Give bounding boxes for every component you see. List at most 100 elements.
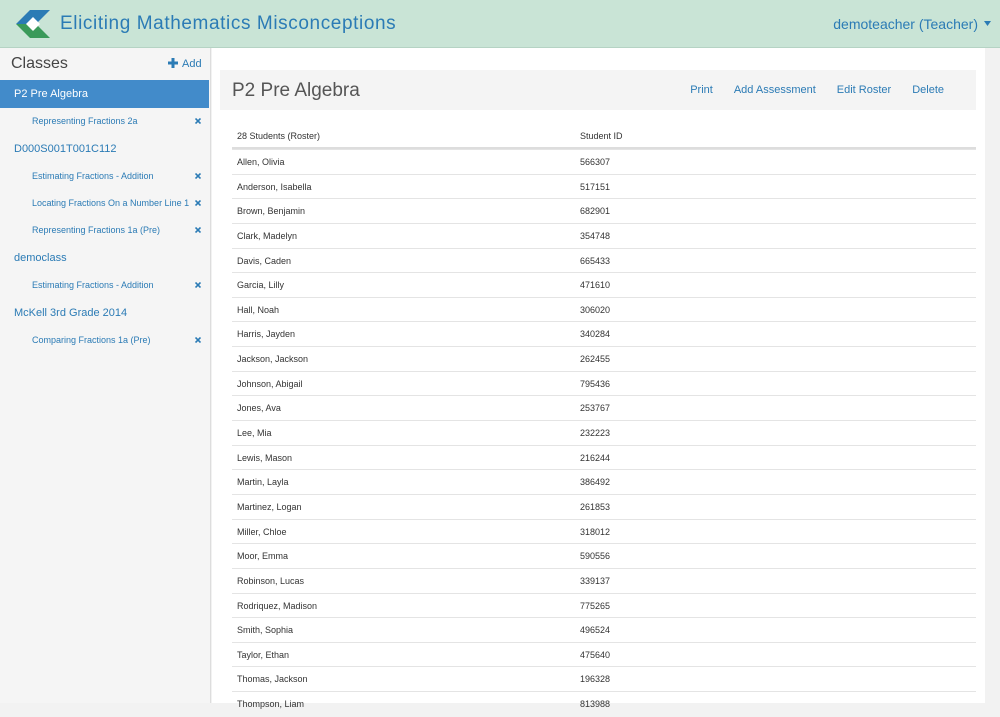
remove-icon[interactable] bbox=[195, 118, 201, 124]
student-id: 566307 bbox=[580, 157, 611, 167]
student-name: Thompson, Liam bbox=[237, 699, 305, 710]
table-row: Anderson, Isabella 517151 bbox=[232, 173, 976, 199]
table-row: Lee, Mia 232223 bbox=[232, 420, 976, 445]
student-id: 253767 bbox=[580, 403, 611, 414]
remove-icon[interactable] bbox=[195, 337, 201, 343]
student-id: 496524 bbox=[580, 625, 611, 636]
remove-icon[interactable] bbox=[195, 227, 201, 233]
student-id: 318012 bbox=[580, 526, 611, 537]
actions: Print Add Assessment Edit Roster Delete bbox=[669, 84, 944, 96]
class-item[interactable]: McKell 3rd Grade 2014 bbox=[14, 307, 128, 319]
student-name: Harris, Jayden bbox=[237, 329, 296, 340]
student-id: 775265 bbox=[580, 600, 611, 611]
student-id: 386492 bbox=[580, 477, 611, 488]
assessment-item[interactable]: Comparing Fractions 1a (Pre) bbox=[0, 327, 210, 354]
student-name: Jones, Ava bbox=[237, 403, 281, 414]
student-id: 196328 bbox=[580, 674, 611, 685]
table-row: Smith, Sophia 496524 bbox=[232, 617, 976, 642]
class-item[interactable]: democlass bbox=[14, 252, 67, 264]
assessment-item[interactable]: Locating Fractions On a Number Line 1 bbox=[0, 190, 210, 217]
student-id: 216244 bbox=[580, 452, 611, 463]
class-header: P2 Pre Algebra Print Add Assessment Edit R… bbox=[220, 70, 976, 110]
student-name: Moor, Emma bbox=[237, 551, 289, 562]
table-row: Rodriquez, Madison 775265 bbox=[232, 592, 976, 618]
sidebar: Classes Add P2 Pre Algebra Representing F… bbox=[0, 48, 211, 703]
table-row: Miller, Chloe 318012 bbox=[232, 518, 976, 544]
student-name: Miller, Chloe bbox=[237, 526, 287, 537]
table-row: Thompson, Liam 813988 bbox=[232, 691, 976, 716]
student-id: 682901 bbox=[580, 206, 611, 217]
table-row: Hall, Noah 306020 bbox=[232, 296, 976, 322]
student-id: 232223 bbox=[580, 428, 611, 439]
student-id: 475640 bbox=[580, 649, 611, 660]
assessment-item[interactable]: Estimating Fractions - Addition bbox=[0, 272, 210, 299]
student-name: Garcia, Lilly bbox=[237, 280, 285, 291]
class-list: P2 Pre Algebra Representing Fractions 2a D… bbox=[0, 80, 210, 354]
table-row: Robinson, Lucas 339137 bbox=[232, 567, 976, 593]
action-link[interactable]: Add Assessment bbox=[733, 84, 816, 96]
student-name: Lee, Mia bbox=[237, 428, 272, 439]
student-id: 340284 bbox=[580, 329, 611, 340]
table-row: Thomas, Jackson 196328 bbox=[232, 666, 976, 691]
student-id: 261853 bbox=[580, 501, 611, 512]
top-bar: Eliciting Mathematics Misconceptions dem… bbox=[0, 0, 1000, 48]
add-class[interactable]: Add bbox=[168, 58, 202, 70]
remove-icon[interactable] bbox=[195, 200, 201, 206]
student-name: Smith, Sophia bbox=[237, 625, 294, 636]
student-id: 471610 bbox=[580, 280, 611, 291]
student-id: 306020 bbox=[580, 304, 611, 315]
app-title[interactable]: Eliciting Mathematics Misconceptions bbox=[60, 13, 397, 34]
student-name: Clark, Madelyn bbox=[237, 230, 298, 241]
class-title: P2 Pre Algebra bbox=[232, 80, 360, 101]
student-name: Rodriquez, Madison bbox=[237, 600, 318, 611]
student-name: Anderson, Isabella bbox=[237, 181, 312, 192]
table-row: Davis, Caden 665433 bbox=[232, 247, 976, 273]
student-id: 795436 bbox=[580, 378, 611, 389]
table-row: Jones, Ava 253767 bbox=[232, 395, 976, 420]
action-link[interactable]: Print bbox=[690, 84, 713, 96]
action-link[interactable]: Edit Roster bbox=[836, 84, 892, 96]
table-row: Harris, Jayden 340284 bbox=[232, 321, 976, 346]
assessment-item[interactable]: Representing Fractions 2a bbox=[0, 108, 210, 135]
logo bbox=[16, 10, 50, 38]
table-header: 28 Students (Roster) Student ID bbox=[232, 123, 976, 149]
column-header: 28 Students (Roster) bbox=[237, 131, 321, 141]
table-row: Moor, Emma 590556 bbox=[232, 543, 976, 568]
table-row: Taylor, Ethan 475640 bbox=[232, 641, 976, 667]
student-name: Thomas, Jackson bbox=[237, 674, 308, 685]
action-link[interactable]: Delete bbox=[912, 84, 944, 96]
student-name: Martinez, Logan bbox=[237, 501, 302, 512]
table-row: Garcia, Lilly 471610 bbox=[232, 272, 976, 297]
add-label: Add bbox=[182, 58, 202, 70]
student-id: 339137 bbox=[580, 575, 611, 586]
student-id: 665433 bbox=[580, 255, 611, 266]
student-name: Robinson, Lucas bbox=[237, 575, 305, 586]
student-name: Taylor, Ethan bbox=[237, 649, 290, 660]
remove-icon[interactable] bbox=[195, 282, 201, 288]
table-row: Brown, Benjamin 682901 bbox=[232, 198, 976, 223]
user-menu[interactable]: demoteacher (Teacher) bbox=[833, 16, 978, 32]
student-name: Allen, Olivia bbox=[237, 157, 285, 167]
assessment-item[interactable]: Estimating Fractions - Addition bbox=[0, 163, 210, 190]
roster-table: 28 Students (Roster) Student ID Allen, Oli… bbox=[232, 123, 976, 716]
student-id: 354748 bbox=[580, 230, 611, 241]
assessment-item[interactable]: Representing Fractions 1a (Pre) bbox=[0, 217, 210, 244]
student-id: 517151 bbox=[580, 181, 611, 192]
table-row: Johnson, Abigail 795436 bbox=[232, 370, 976, 396]
remove-icon[interactable] bbox=[195, 173, 201, 179]
table-row: Jackson, Jackson 262455 bbox=[232, 346, 976, 371]
column-header: Student ID bbox=[580, 131, 623, 141]
plus-icon bbox=[168, 58, 178, 68]
table-row: Allen, Olivia 566307 bbox=[232, 149, 976, 174]
table-row: Martin, Layla 386492 bbox=[232, 469, 976, 494]
table-row: Martinez, Logan 261853 bbox=[232, 493, 976, 519]
class-item[interactable]: P2 Pre Algebra bbox=[0, 80, 209, 108]
class-item[interactable]: D000S001T001C112 bbox=[14, 143, 117, 155]
student-id: 813988 bbox=[580, 699, 611, 710]
student-name: Hall, Noah bbox=[237, 304, 280, 315]
table-row: Clark, Madelyn 354748 bbox=[232, 222, 976, 248]
student-name: Lewis, Mason bbox=[237, 452, 293, 463]
main: P2 Pre Algebra Print Add Assessment Edit R… bbox=[212, 48, 985, 709]
student-id: 262455 bbox=[580, 354, 611, 365]
